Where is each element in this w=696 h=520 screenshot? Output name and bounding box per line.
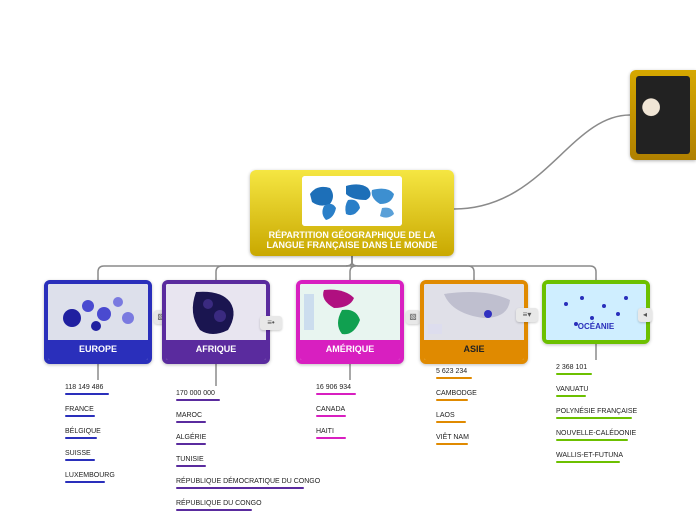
- item-afrique[interactable]: MAROC: [176, 412, 206, 425]
- item-europe[interactable]: BÉLGIQUE: [65, 428, 101, 441]
- items-europe: 118 149 486 FRANCE BÉLGIQUE SUISSE LUXEMBOUR…: [65, 384, 115, 485]
- item-asie[interactable]: CAMBODGE: [436, 390, 477, 403]
- item-afrique[interactable]: TUNISIE: [176, 456, 206, 469]
- world-map-icon: [302, 176, 402, 226]
- branch-amerique[interactable]: AMÉRIQUE: [296, 280, 404, 364]
- item-afrique[interactable]: 170 000 000: [176, 390, 220, 403]
- amerique-map-icon: [300, 284, 400, 340]
- items-asie: 5 623 234 CAMBODGE LAOS VIÊT NAM: [436, 368, 477, 447]
- items-oceanie: 2 368 101 VANUATU POLYNÉSIE FRANÇAISE NOUVE…: [556, 364, 637, 465]
- item-asie[interactable]: 5 623 234: [436, 368, 472, 381]
- badge-asie[interactable]: ≡▾: [516, 308, 538, 322]
- branch-oceanie[interactable]: OCÉANIE: [542, 280, 650, 344]
- asie-map-icon: [424, 284, 524, 340]
- item-afrique[interactable]: ALGÉRIE: [176, 434, 206, 447]
- oceanie-map-icon: OCÉANIE: [546, 284, 646, 340]
- item-afrique[interactable]: RÉPUBLIQUE DU CONGO: [176, 500, 262, 513]
- item-amerique[interactable]: CANADA: [316, 406, 346, 419]
- root-title-line2: LANGUE FRANÇAISE DANS LE MONDE: [256, 240, 448, 250]
- item-asie[interactable]: VIÊT NAM: [436, 434, 469, 447]
- item-europe[interactable]: 118 149 486: [65, 384, 109, 397]
- item-europe[interactable]: LUXEMBOURG: [65, 472, 115, 485]
- item-oceanie[interactable]: VANUATU: [556, 386, 588, 399]
- branch-amerique-label: AMÉRIQUE: [300, 340, 400, 360]
- afrique-map-icon: [166, 284, 266, 340]
- item-oceanie[interactable]: 2 368 101: [556, 364, 592, 377]
- badge-afrique[interactable]: ≡•: [260, 316, 282, 330]
- oceanie-map-label: OCÉANIE: [546, 322, 646, 331]
- branch-asie-label: ASIE: [424, 340, 524, 360]
- branch-afrique-label: AFRIQUE: [166, 340, 266, 360]
- side-photo-node: [630, 70, 696, 160]
- item-asie[interactable]: LAOS: [436, 412, 466, 425]
- branch-asie[interactable]: ASIE: [420, 280, 528, 364]
- item-europe[interactable]: FRANCE: [65, 406, 95, 419]
- item-amerique[interactable]: 16 906 934: [316, 384, 356, 397]
- europe-map-icon: [48, 284, 148, 340]
- items-amerique: 16 906 934 CANADA HAITI: [316, 384, 356, 441]
- item-europe[interactable]: SUISSE: [65, 450, 95, 463]
- item-amerique[interactable]: HAITI: [316, 428, 346, 441]
- root-node[interactable]: RÉPARTITION GÉOGRAPHIQUE DE LA LANGUE FR…: [250, 170, 454, 256]
- branch-europe-label: EUROPE: [48, 340, 148, 360]
- item-afrique[interactable]: RÉPUBLIQUE DÉMOCRATIQUE DU CONGO: [176, 478, 320, 491]
- item-oceanie[interactable]: NOUVELLE-CALÉDONIE: [556, 430, 636, 443]
- items-afrique: 170 000 000 MAROC ALGÉRIE TUNISIE RÉPUBLIQUE…: [176, 390, 320, 513]
- root-title-line1: RÉPARTITION GÉOGRAPHIQUE DE LA: [256, 230, 448, 240]
- item-oceanie[interactable]: POLYNÉSIE FRANÇAISE: [556, 408, 637, 421]
- badge-amerique[interactable]: ▧: [406, 310, 420, 324]
- branch-europe[interactable]: EUROPE: [44, 280, 152, 364]
- item-oceanie[interactable]: WALLIS-ET-FUTUNA: [556, 452, 623, 465]
- branch-afrique[interactable]: AFRIQUE: [162, 280, 270, 364]
- badge-oceanie[interactable]: ◂: [638, 308, 652, 322]
- side-photo-image: [636, 76, 690, 154]
